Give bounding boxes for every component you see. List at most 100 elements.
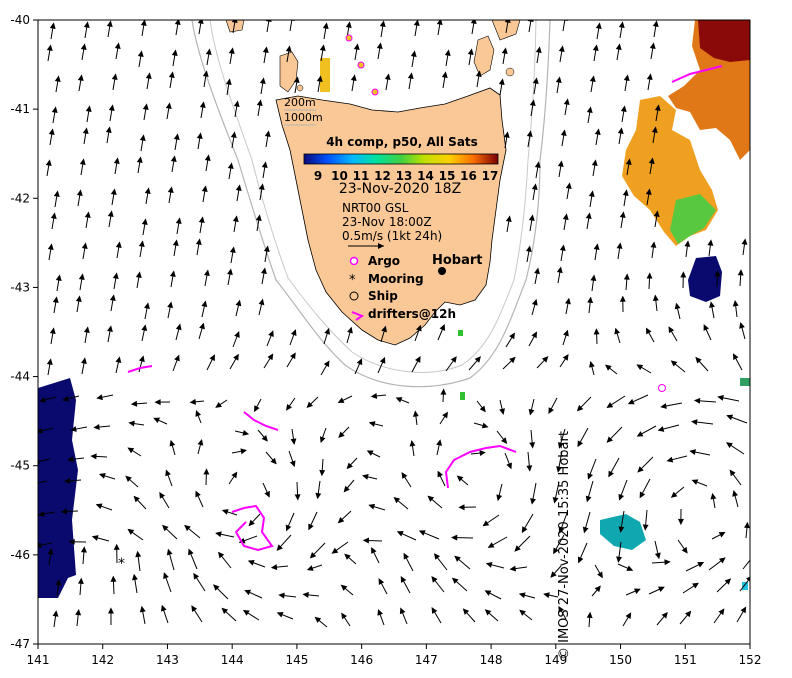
current-arrow xyxy=(98,473,116,480)
current-arrow xyxy=(68,538,87,545)
current-arrow xyxy=(288,450,296,468)
current-arrow xyxy=(559,244,566,262)
current-arrow xyxy=(470,20,477,35)
current-arrow xyxy=(378,578,388,595)
current-arrow xyxy=(276,612,294,620)
current-arrow xyxy=(689,449,711,456)
current-arrow xyxy=(264,130,271,148)
current-arrow xyxy=(76,189,83,207)
current-arrow xyxy=(682,582,699,594)
current-arrow xyxy=(668,326,678,342)
current-arrow xyxy=(563,98,570,116)
current-arrow xyxy=(109,294,116,312)
current-arrow xyxy=(484,609,499,622)
current-arrow xyxy=(203,269,210,287)
current-arrow xyxy=(399,607,408,625)
current-arrow xyxy=(125,475,139,488)
current-arrow xyxy=(294,481,301,501)
current-arrow xyxy=(195,490,204,508)
current-arrow xyxy=(259,77,266,95)
current-arrow xyxy=(52,296,59,314)
lon-tick-label: 152 xyxy=(739,653,762,667)
current-arrow xyxy=(341,612,351,627)
current-arrow xyxy=(646,272,653,290)
plot-frame xyxy=(37,19,751,645)
current-arrow xyxy=(163,572,172,593)
drifter-track-3 xyxy=(231,504,274,552)
current-arrow xyxy=(201,185,208,203)
drifter-tracks xyxy=(127,65,723,552)
current-arrow xyxy=(206,354,215,371)
current-arrow xyxy=(528,398,535,416)
lat-tick-label: -41 xyxy=(10,102,30,116)
current-arrow xyxy=(127,528,144,541)
current-arrow xyxy=(215,531,235,538)
ship-legend-label: Ship xyxy=(368,289,398,303)
current-arrow xyxy=(577,427,589,448)
current-arrow xyxy=(535,46,542,64)
current-arrow xyxy=(221,607,237,622)
argo-legend-label: Argo xyxy=(368,254,400,268)
colorbar-tick-label: 13 xyxy=(396,169,413,183)
current-arrow xyxy=(62,395,80,402)
current-arrow xyxy=(384,73,391,91)
current-arrow xyxy=(558,605,567,620)
current-arrow xyxy=(257,429,268,442)
current-arrow xyxy=(225,78,232,96)
current-arrow xyxy=(654,104,661,122)
current-arrow xyxy=(436,439,442,456)
current-arrow xyxy=(587,296,594,314)
lat-tick-label: -40 xyxy=(10,13,30,27)
current-arrow xyxy=(232,215,239,233)
current-arrow xyxy=(531,183,538,201)
current-arrow xyxy=(642,509,649,531)
current-arrow xyxy=(242,609,260,621)
current-arrow xyxy=(473,422,489,429)
ship-legend-icon xyxy=(349,291,359,301)
current-arrow xyxy=(160,604,169,624)
current-arrow xyxy=(144,187,151,205)
current-arrow xyxy=(302,591,320,598)
current-arrow xyxy=(534,267,540,285)
current-arrow xyxy=(586,106,593,124)
current-arrow xyxy=(565,297,571,315)
current-arrow xyxy=(593,328,600,345)
current-arrow xyxy=(107,325,113,343)
current-arrow xyxy=(196,132,203,150)
current-arrow xyxy=(85,105,92,123)
colorbar-tick-label: 15 xyxy=(439,169,456,183)
current-arrow xyxy=(45,159,52,177)
current-arrow xyxy=(589,75,596,93)
current-arrow xyxy=(589,360,595,376)
current-arrow xyxy=(526,130,533,148)
drifters-legend-label: drifters@12h xyxy=(368,307,456,321)
lon-tick-label: 150 xyxy=(609,653,632,667)
current-arrow xyxy=(127,447,142,457)
current-arrow xyxy=(165,469,173,487)
current-arrow xyxy=(407,72,414,90)
current-arrow xyxy=(591,159,598,177)
current-arrow xyxy=(319,427,327,444)
isobath-1000-label: 1000m xyxy=(284,111,323,124)
current-arrow xyxy=(505,332,515,348)
current-arrow xyxy=(518,592,536,599)
current-arrow xyxy=(713,608,725,624)
current-arrow xyxy=(496,483,503,502)
current-arrow xyxy=(582,511,591,534)
credit-text: © IMOS 27-Nov-2020 15:35 Hobart xyxy=(557,431,573,660)
current-arrow xyxy=(261,267,267,285)
current-arrow xyxy=(462,608,476,623)
current-arrow xyxy=(231,448,247,455)
current-arrow xyxy=(51,106,58,124)
current-arrow xyxy=(115,241,122,259)
current-arrow xyxy=(258,298,265,316)
current-arrow xyxy=(484,590,502,600)
current-arrow xyxy=(431,607,442,624)
current-arrow xyxy=(639,478,651,499)
current-arrow xyxy=(195,410,202,424)
current-arrow xyxy=(91,535,110,542)
current-arrow xyxy=(691,479,708,487)
current-arrow xyxy=(165,102,172,120)
current-arrow xyxy=(529,429,536,449)
